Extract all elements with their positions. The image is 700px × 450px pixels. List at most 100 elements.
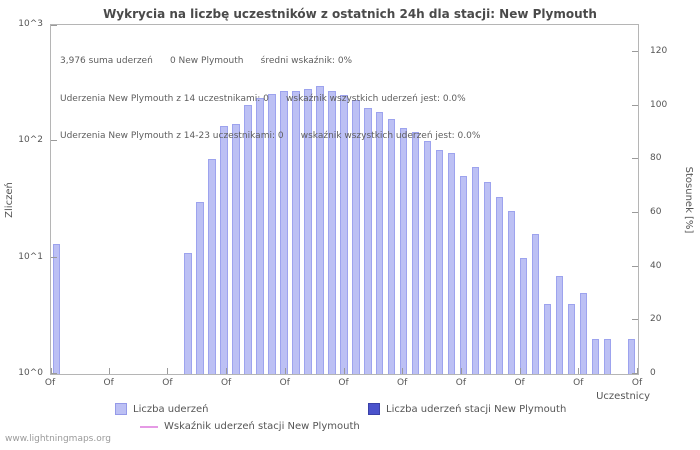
count-bar [184, 252, 192, 374]
y-right-tick-label: 40 [650, 260, 662, 271]
count-bar [627, 339, 635, 374]
legend-label-total-strikes: Liczba uderzeń [133, 403, 209, 415]
y-axis-left-ticks: 10^0 10^1 10^2 10^3 [0, 19, 47, 378]
x-tick-label: Of [573, 378, 584, 388]
x-tick-label: Of [162, 378, 173, 388]
x-axis-ticks: Of Of Of Of Of Of Of Of Of Of Of [45, 376, 642, 390]
x-tick-label: Of [220, 378, 232, 388]
legend-item-total-strikes: Liczba uderzeń [115, 403, 208, 415]
count-bar [292, 91, 300, 374]
tick-mark [460, 368, 462, 374]
count-bar [435, 149, 444, 374]
count-bar [196, 202, 204, 374]
count-bar [495, 197, 504, 374]
x-tick-label: Of [279, 378, 290, 388]
y-axis-right-title: Stosunek [%] [683, 166, 694, 234]
legend-item-station-strikes: Liczba uderzeń stacji New Plymouth [368, 403, 566, 415]
count-bar [603, 339, 612, 374]
count-bar [519, 257, 528, 374]
tick-mark [51, 373, 57, 374]
tick-mark [632, 211, 638, 213]
count-bar [244, 105, 252, 374]
y-right-tick-label: 80 [650, 153, 662, 164]
count-bar [208, 159, 216, 374]
y-left-tick-label: 10^0 [18, 368, 43, 378]
watermark: www.lightningmaps.org [5, 434, 111, 444]
count-bar [459, 176, 468, 374]
tick-mark [632, 373, 638, 374]
y-left-tick-label: 10^3 [18, 19, 43, 29]
total-strikes-swatch-icon [115, 403, 127, 415]
count-bar [232, 124, 240, 374]
x-tick-label: Of [514, 378, 525, 388]
count-bar [591, 339, 600, 374]
tick-mark [51, 256, 57, 258]
x-tick-label: Of [338, 378, 349, 388]
count-bar [268, 94, 276, 374]
count-bar [256, 98, 264, 374]
y-right-tick-label: 100 [650, 99, 668, 110]
count-bar [399, 128, 408, 374]
count-bar [328, 91, 336, 374]
annotation-line-3: Uderzenia New Plymouth z 14-23 uczestnik… [60, 131, 481, 141]
y-right-tick-label: 120 [650, 45, 668, 56]
tick-mark [51, 140, 57, 142]
count-bar [364, 107, 372, 374]
x-tick-label: Of [631, 378, 643, 388]
count-bar [447, 152, 456, 374]
count-bar [387, 119, 396, 374]
count-bar [52, 244, 60, 374]
y-left-tick-label: 10^1 [18, 251, 43, 262]
tick-mark [632, 265, 638, 267]
count-bar [423, 141, 432, 374]
tick-mark [632, 158, 638, 160]
count-bar [375, 111, 384, 374]
legend-item-station-ratio: Wskaźnik uderzeń stacji New Plymouth [140, 421, 360, 432]
x-tick-label: Of [455, 378, 467, 388]
x-tick-label: Of [44, 378, 56, 388]
count-bar [531, 233, 540, 374]
station-strikes-swatch-icon [368, 403, 380, 415]
count-bar [579, 292, 588, 374]
count-bar [567, 304, 576, 374]
count-bar [471, 167, 480, 374]
y-right-tick-label: 20 [650, 314, 662, 325]
count-bar [411, 132, 420, 374]
tick-mark [632, 104, 638, 106]
chart-annotations: 3,976 suma uderzeń 0 New Plymouth średni… [60, 30, 480, 168]
tick-mark [108, 368, 110, 374]
tick-mark [578, 368, 580, 374]
y-left-tick-label: 10^2 [18, 135, 43, 146]
x-axis-title: Uczestnicy [596, 391, 650, 402]
tick-mark [632, 319, 638, 321]
count-bar [483, 181, 492, 374]
annotation-line-2: Uderzenia New Plymouth z 14 uczestnikami… [60, 93, 466, 104]
legend-label-station-ratio: Wskaźnik uderzeń stacji New Plymouth [164, 421, 360, 432]
tick-mark [226, 368, 228, 374]
annotation-line-1: 3,976 suma uderzeń 0 New Plymouth średni… [60, 56, 353, 66]
tick-mark [632, 50, 638, 52]
count-bar [220, 126, 228, 374]
y-right-tick-label: 0 [650, 368, 656, 378]
tick-mark [402, 368, 404, 374]
plot-area: 3,976 suma uderzeń 0 New Plymouth średni… [50, 24, 639, 375]
count-bar [352, 100, 360, 374]
count-bar [507, 211, 516, 374]
tick-mark [637, 368, 638, 374]
legend-label-station-strikes: Liczba uderzeń stacji New Plymouth [386, 403, 567, 415]
tick-mark [284, 368, 286, 374]
count-bar [304, 89, 312, 374]
count-bar [543, 304, 552, 374]
y-axis-right-ticks: 0 20 40 60 80 100 120 [642, 24, 678, 378]
x-tick-label: Of [103, 378, 114, 388]
y-right-tick-label: 60 [650, 206, 662, 217]
tick-mark [51, 368, 52, 374]
tick-mark [51, 25, 57, 26]
count-bar [316, 85, 324, 374]
count-bar [555, 275, 564, 374]
count-bar [340, 95, 348, 374]
tick-mark [167, 368, 169, 374]
x-tick-label: Of [397, 378, 408, 388]
chart-title: Wykrycia na liczbę uczestników z ostatni… [103, 7, 597, 21]
tick-mark [519, 368, 521, 374]
